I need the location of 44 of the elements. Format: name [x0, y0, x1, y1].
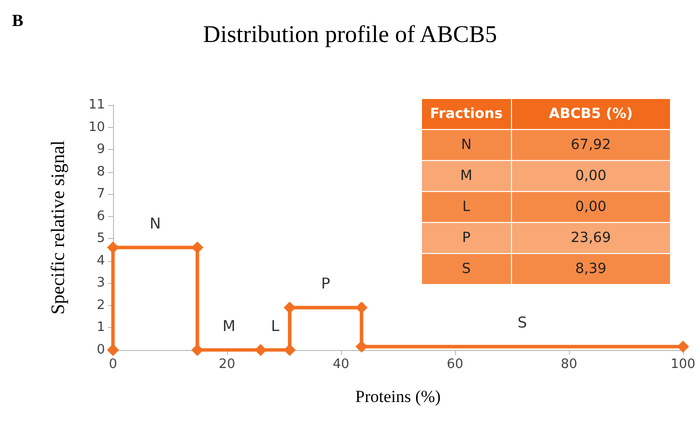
x-axis-title: Proteins (%) — [355, 387, 441, 406]
y-tick-label: 7 — [96, 186, 105, 202]
point — [356, 302, 368, 314]
annotation: ABCB5 (%) — [511, 98, 670, 130]
y-tick-label: 0 — [96, 342, 105, 358]
text: B — [12, 11, 24, 30]
annotation: S — [517, 314, 528, 332]
point — [677, 340, 689, 353]
y-axis-title: Specific relative signal — [48, 140, 69, 315]
x-tick-label: 40 — [332, 357, 350, 372]
text: 0,00 — [575, 199, 606, 215]
annotation: M — [222, 317, 236, 335]
category-label: S — [422, 254, 512, 284]
y-tick-label: 5 — [96, 231, 105, 246]
text: 23,69 — [570, 230, 611, 246]
y-tick-label: 3 — [96, 276, 105, 291]
x-tick-label: 0 — [108, 357, 118, 372]
y-tick-label: 10 — [88, 120, 105, 135]
y-tick-label: 11 — [88, 98, 105, 112]
category-label: L — [422, 192, 512, 222]
text: 0,00 — [575, 168, 606, 184]
category-label: P — [422, 222, 512, 254]
annotation: P — [321, 274, 330, 293]
x-tick-label: 80 — [560, 357, 578, 372]
x-tick-label: 60 — [446, 357, 464, 372]
annotation: Fractions — [422, 98, 512, 130]
category-label: N — [422, 130, 512, 160]
annotation: N — [150, 214, 161, 233]
y-tick-label: 8 — [96, 164, 105, 180]
y-tick-label: 1 — [96, 320, 105, 336]
point — [191, 344, 204, 356]
x-tick-label: 20 — [218, 357, 236, 372]
y-tick-label: 4 — [96, 253, 105, 268]
point — [107, 344, 119, 356]
y-tick-label: 2 — [96, 298, 105, 313]
category-label: M — [422, 160, 512, 192]
y-tick-label: 9 — [96, 142, 105, 158]
text: 8,39 — [575, 261, 606, 277]
text: 67,92 — [570, 137, 611, 153]
chart-title: Distribution profile of ABCB5 — [203, 22, 497, 48]
x-tick-label: 100 — [670, 357, 696, 372]
y-tick-label: 6 — [96, 208, 105, 224]
annotation: L — [270, 317, 280, 335]
point — [284, 344, 296, 356]
